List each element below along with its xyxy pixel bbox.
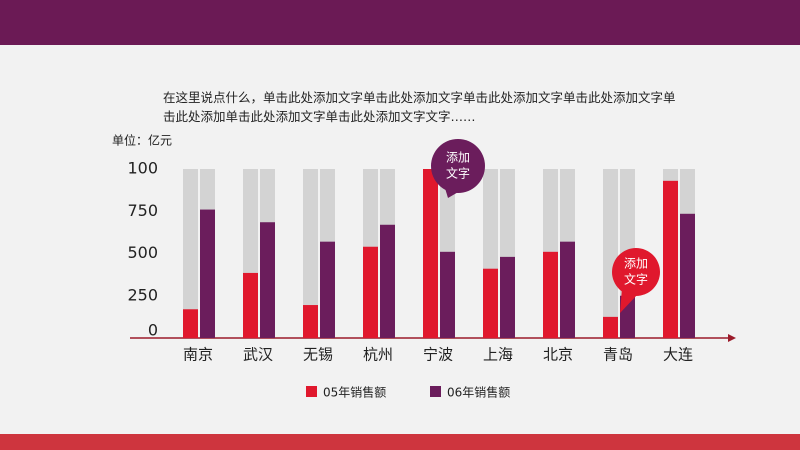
x-tick-label: 武汉	[243, 346, 273, 364]
bar	[603, 316, 618, 338]
x-tick-label: 上海	[483, 346, 513, 364]
bar	[380, 224, 395, 338]
annotation-text: 添加	[446, 151, 470, 165]
footer-strip	[0, 434, 800, 450]
bar	[500, 256, 515, 338]
annotation-text: 添加	[624, 257, 648, 271]
legend-label: 05年销售额	[323, 385, 386, 400]
bar	[543, 251, 558, 338]
bar	[560, 241, 575, 338]
y-axis-label: 单位：亿元	[112, 133, 172, 148]
x-tick-label: 南京	[183, 346, 213, 364]
bar	[483, 268, 498, 338]
annotation-text: 文字	[446, 166, 470, 181]
y-tick-label: 750	[127, 201, 158, 220]
bar	[680, 213, 695, 338]
x-tick-label: 北京	[543, 346, 573, 364]
bar-background	[183, 169, 198, 338]
axis-arrow	[728, 334, 736, 342]
y-tick-label: 250	[127, 285, 158, 304]
x-tick-label: 青岛	[603, 346, 633, 364]
bar	[363, 246, 378, 338]
x-tick-label: 大连	[663, 346, 693, 364]
bar	[260, 222, 275, 338]
subtitle: 在这里说点什么，单击此处添加文字单击此处添加文字单击此处添加文字单击此处添加文字…	[163, 90, 676, 124]
bar	[303, 305, 318, 338]
bar	[183, 309, 198, 338]
bar	[440, 251, 455, 338]
bar	[243, 272, 258, 338]
x-tick-label: 杭州	[363, 346, 393, 364]
header-banner	[0, 0, 800, 45]
x-tick-label: 宁波	[423, 346, 453, 364]
legend-label: 06年销售额	[447, 385, 510, 400]
y-tick-label: 500	[127, 243, 158, 262]
legend-swatch	[430, 386, 441, 397]
bar	[320, 241, 335, 338]
y-tick-label: 0	[148, 321, 158, 340]
x-tick-label: 无锡	[303, 346, 333, 364]
y-tick-label: 100	[127, 159, 158, 178]
annotation-text: 文字	[624, 272, 648, 287]
bar-background	[603, 169, 618, 338]
bar-background	[303, 169, 318, 338]
bar	[663, 180, 678, 338]
legend-swatch	[306, 386, 317, 397]
bar	[200, 209, 215, 338]
annotation-bubble	[612, 248, 660, 296]
annotation-bubble	[431, 139, 485, 193]
bar	[423, 169, 438, 338]
